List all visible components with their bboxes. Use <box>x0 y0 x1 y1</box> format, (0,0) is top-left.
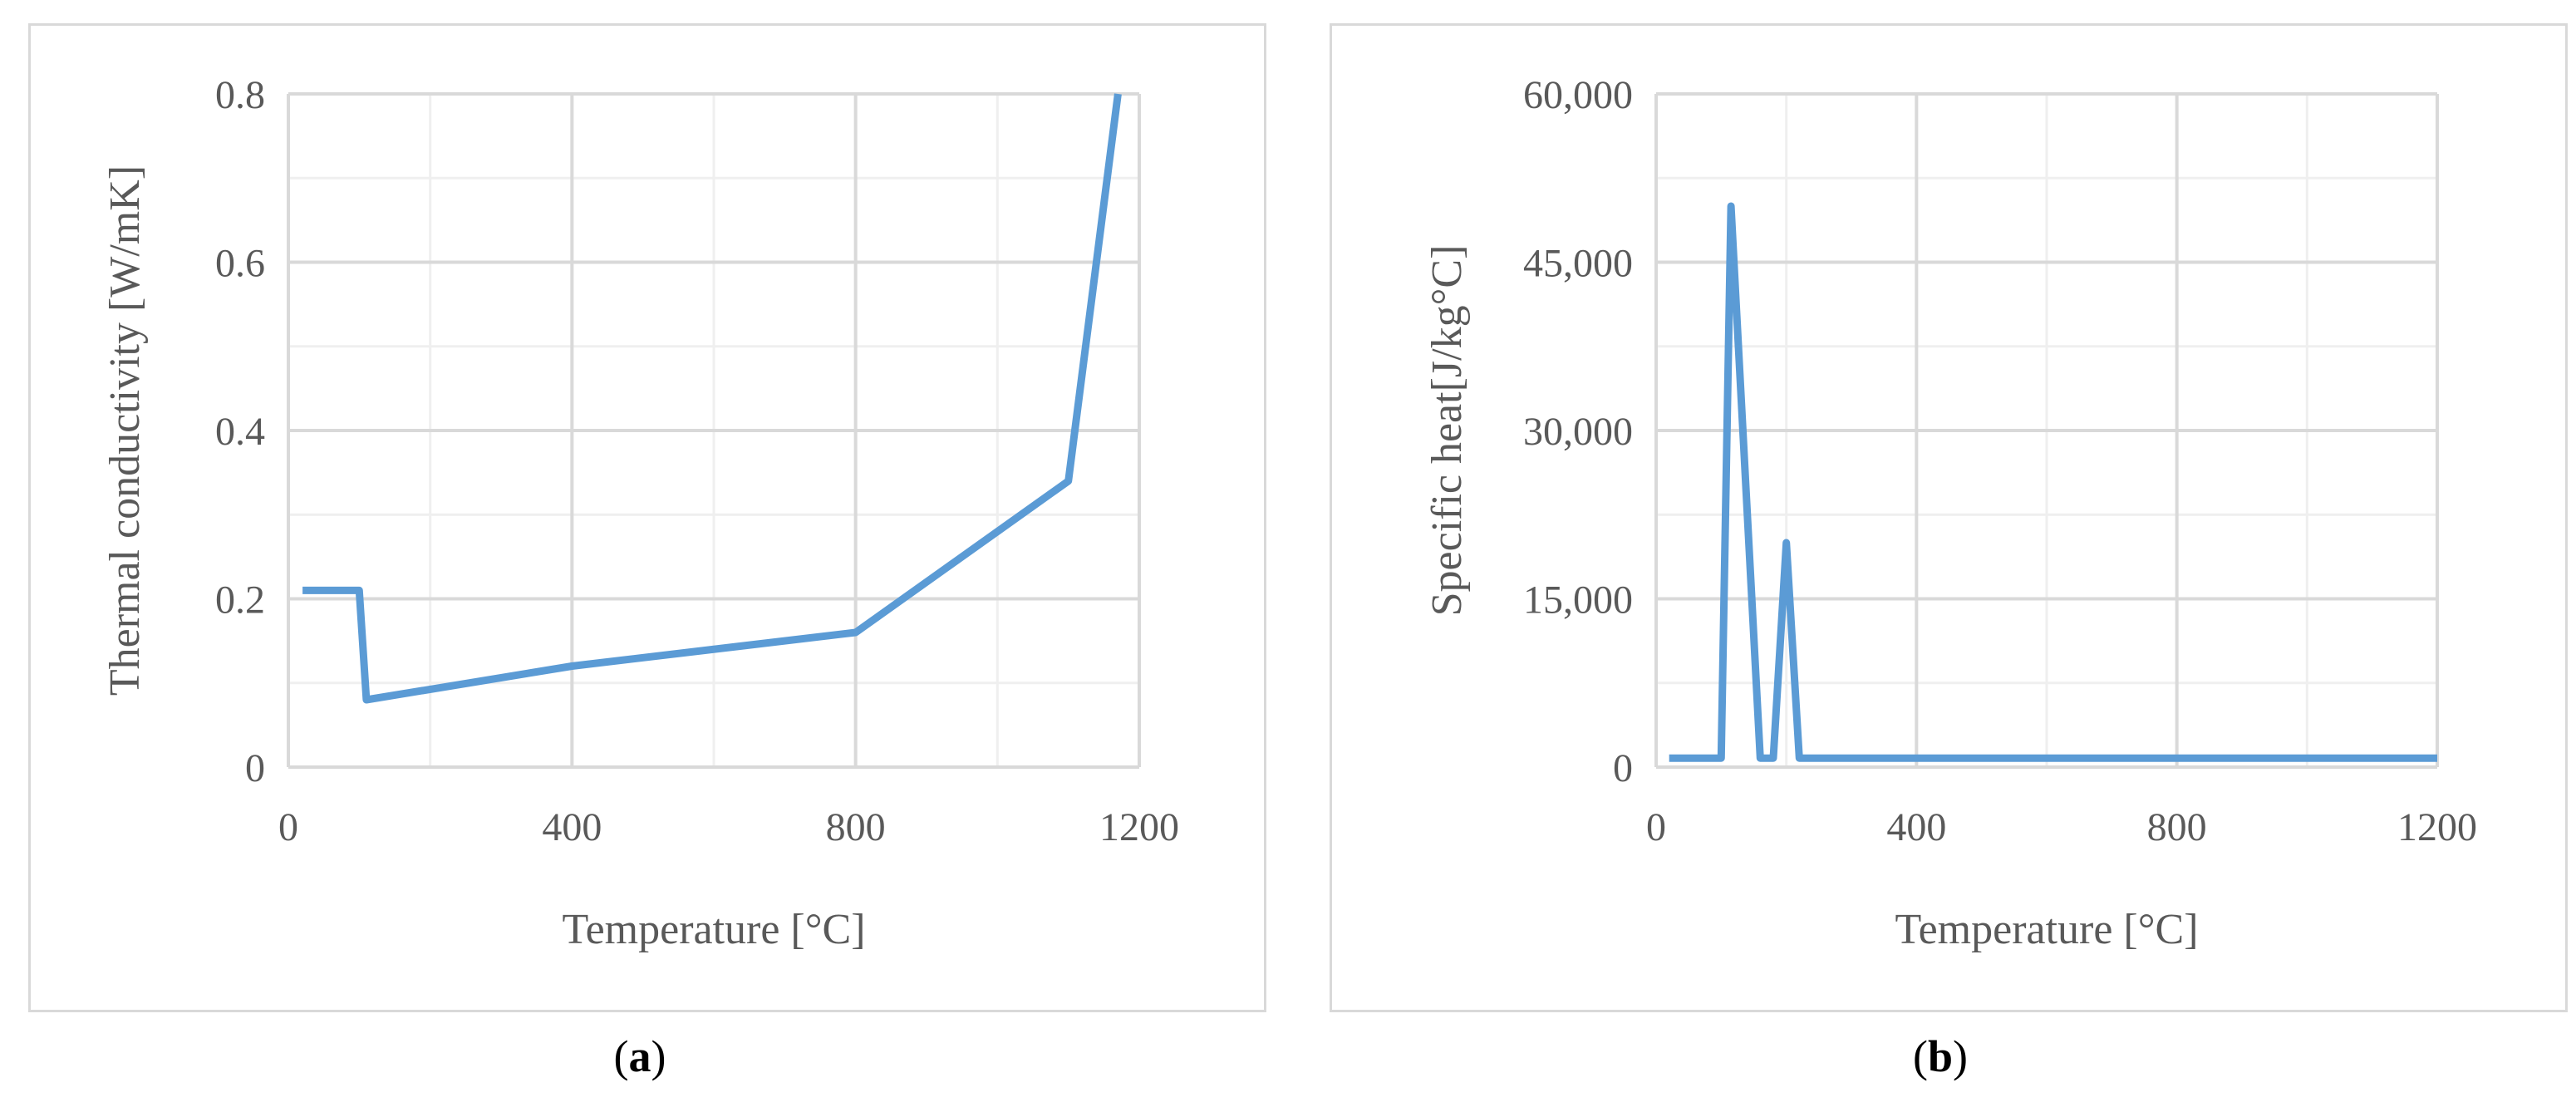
chart-a-x-tick-label: 1200 <box>1099 805 1179 849</box>
chart-b-y-tick-label: 15,000 <box>1523 578 1633 622</box>
chart-a-x-axis-title: Temperature [°C] <box>562 906 865 953</box>
caption-b: (b) <box>1912 1031 1968 1081</box>
chart-a-x-tick-label: 400 <box>542 805 602 849</box>
chart-b-x-axis-title: Temperature [°C] <box>1895 906 2198 953</box>
caption-a: (a) <box>613 1031 666 1081</box>
caption-b-letter: b <box>1927 1031 1954 1081</box>
chart-a-y-tick-label: 0.2 <box>215 578 265 622</box>
chart-b-y-tick-label: 60,000 <box>1523 73 1633 117</box>
chart-b-svg: 0 400 800 1200 0 15,000 30,000 45,000 60,000 Temp… <box>1423 73 2477 953</box>
chart-panel-b: 0 400 800 1200 0 15,000 30,000 45,000 60,000 Temp… <box>1330 23 2568 1012</box>
chart-a-y-tick-label: 0.6 <box>215 242 265 286</box>
chart-b-y-tick-label: 0 <box>1613 746 1633 790</box>
chart-b-y-axis-title: Specific heat[J/kg°C] <box>1423 245 1471 617</box>
chart-a-y-tick-label: 0.8 <box>215 73 265 117</box>
chart-a-svg: 0 400 800 1200 0 0.2 0.4 0.6 0.8 Temperature [°C]… <box>101 73 1179 953</box>
chart-a-x-tick-label: 800 <box>826 805 886 849</box>
caption-a-letter: a <box>628 1031 651 1081</box>
chart-b-y-tick-label: 30,000 <box>1523 410 1633 454</box>
chart-b-x-tick-label: 1200 <box>2397 805 2477 849</box>
chart-b-y-tick-label: 45,000 <box>1523 242 1633 286</box>
chart-b-x-tick-label: 400 <box>1886 805 1946 849</box>
chart-a-y-tick-label: 0 <box>245 746 265 790</box>
chart-b-x-tick-label: 800 <box>2147 805 2207 849</box>
chart-panel-a: 0 400 800 1200 0 0.2 0.4 0.6 0.8 Temperature [°C]… <box>28 23 1266 1012</box>
chart-a-x-tick-label: 0 <box>278 805 298 849</box>
chart-a-series-line <box>302 93 1122 704</box>
chart-b-series-line <box>1669 202 2437 762</box>
chart-a-y-tick-label: 0.4 <box>215 410 265 454</box>
chart-b-x-tick-label: 0 <box>1646 805 1666 849</box>
chart-a-y-axis-title: Thermal conductivity [W/mK] <box>101 165 149 696</box>
